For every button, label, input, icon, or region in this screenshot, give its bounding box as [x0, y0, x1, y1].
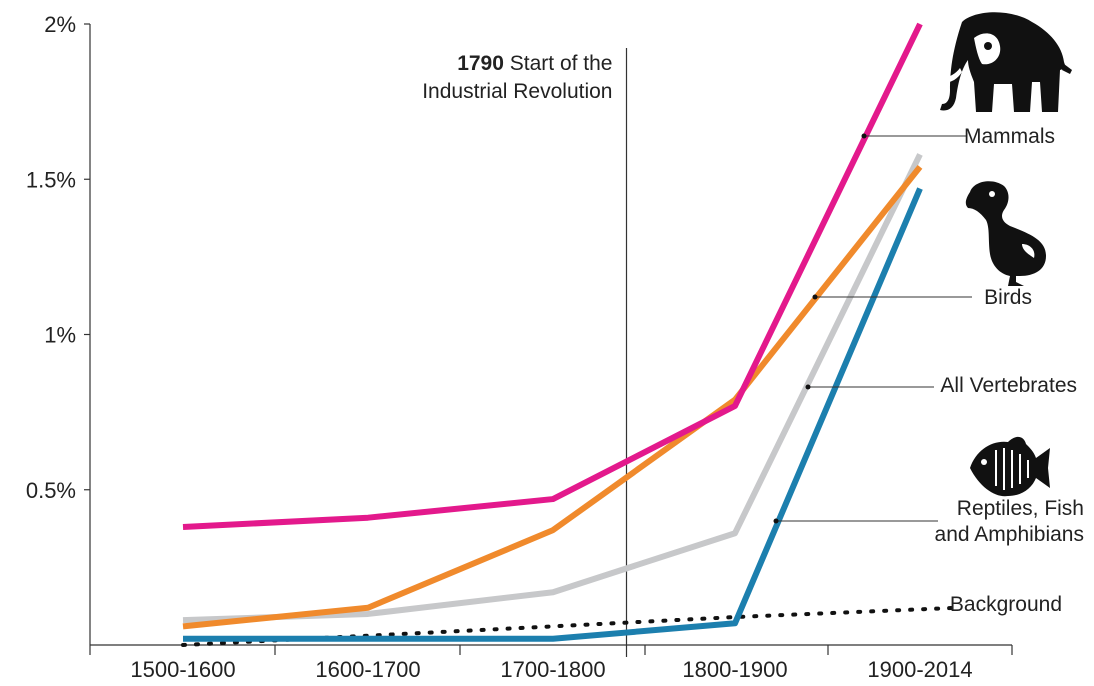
annotation-line-1: 1790 Start of the — [457, 52, 612, 75]
series-label: Background — [950, 593, 1062, 616]
x-tick-label: 1600-1700 — [315, 657, 420, 682]
series-line — [182, 164, 923, 630]
y-tick-label: 1% — [44, 323, 76, 348]
dodo-icon — [965, 181, 1046, 286]
series-label: and Amphibians — [935, 523, 1084, 546]
series-mammals — [182, 22, 923, 531]
series-label: All Vertebrates — [940, 374, 1077, 397]
series-label: Birds — [984, 286, 1032, 309]
series-birds — [182, 164, 923, 630]
leader-dot — [861, 133, 867, 139]
axes: 2%1.5%1%0.5%1500-1600 1600-1700 1700-1800 1… — [26, 12, 1013, 682]
x-tick-label: 1800-1900 — [682, 657, 787, 682]
annotation-text: Start of the — [510, 52, 613, 75]
leader-dot — [805, 384, 811, 390]
y-tick-label: 0.5% — [26, 478, 76, 503]
label-birds: Birds — [812, 286, 1032, 309]
label-reptiles-fish-and-amphibians: Reptiles, Fish and Amphibians — [773, 497, 1084, 546]
series-background — [181, 605, 960, 647]
y-tick-label: 2% — [44, 12, 76, 37]
leader-dot — [812, 294, 818, 300]
label-all-vertebrates: All Vertebrates — [805, 374, 1077, 397]
industrial-revolution-annotation: 1790 Start of the Industrial Revolution — [422, 48, 628, 657]
series-reptiles-fish-and-amphibians — [182, 187, 923, 642]
y-tick-label: 1.5% — [26, 167, 76, 192]
elephant-icon — [934, 12, 1072, 112]
x-tick-label: 1500-1600 — [130, 657, 235, 682]
animal-icons — [934, 12, 1072, 497]
fish-icon — [970, 436, 1050, 497]
series-label: Reptiles, Fish — [957, 497, 1084, 520]
label-mammals: Mammals — [861, 125, 1055, 148]
annotation-year: 1790 — [457, 52, 510, 75]
series-labels: Mammals Birds All Vertebrates Reptiles, Fis… — [773, 125, 1084, 616]
x-tick-label: 1700-1800 — [500, 657, 605, 682]
label-background: Background — [950, 593, 1062, 616]
leader-dot — [773, 518, 779, 524]
x-tick-label: 1900-2014 — [867, 657, 972, 682]
series-lines — [181, 22, 960, 647]
background-line — [181, 605, 960, 647]
annotation-line-2: Industrial Revolution — [422, 80, 612, 103]
series-label: Mammals — [964, 125, 1055, 148]
